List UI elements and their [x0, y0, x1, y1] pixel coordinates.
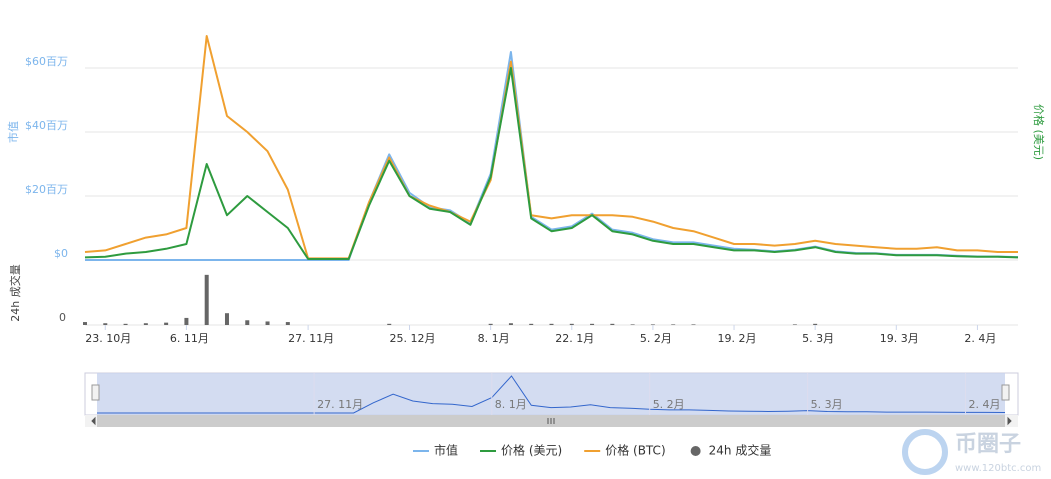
watermark-logo	[902, 429, 948, 475]
y-tick-label: $40百万	[25, 119, 68, 132]
navigator-label: 8. 1月	[495, 398, 527, 411]
volume-bar	[549, 323, 554, 325]
y-axis-title: 市值	[6, 121, 20, 143]
volume-bar	[650, 324, 655, 325]
volume-bar	[387, 323, 392, 325]
volume-bar	[508, 323, 513, 325]
navigator-label: 2. 4月	[969, 398, 1001, 411]
volume-bar	[103, 323, 108, 325]
navigator-label: 27. 11月	[317, 398, 363, 411]
legend-item[interactable]: 价格 (BTC)	[584, 443, 666, 458]
volume-tick-label: 0	[59, 311, 66, 324]
x-tick-label: 5. 2月	[640, 332, 672, 345]
series-line	[85, 51, 1019, 261]
volume-bar	[265, 321, 270, 325]
x-tick-label: 8. 1月	[478, 332, 510, 345]
x-tick-label: 6. 11月	[170, 332, 209, 345]
x-tick-label: 25. 12月	[390, 332, 436, 345]
navigator-handle[interactable]	[1001, 384, 1010, 401]
legend-label: 市值	[434, 443, 458, 458]
volume-bar	[164, 322, 169, 325]
navigator-window[interactable]	[97, 373, 1005, 415]
volume-bar	[569, 323, 574, 325]
volume-bar	[224, 313, 229, 325]
navigator-handle[interactable]	[91, 384, 100, 401]
watermark: 币圈子 www.120btc.com	[902, 429, 1041, 475]
legend-label: 24h 成交量	[709, 443, 772, 458]
y-tick-label: $0	[54, 247, 68, 260]
x-tick-label: 19. 2月	[718, 332, 757, 345]
x-tick-label: 19. 3月	[880, 332, 919, 345]
watermark-url: www.120btc.com	[955, 463, 1041, 474]
watermark-title: 币圈子	[955, 432, 1021, 457]
series-line	[84, 35, 1018, 260]
volume-bar	[204, 274, 209, 325]
volume-bar	[123, 323, 128, 325]
volume-bar	[285, 322, 290, 325]
volume-bar	[143, 323, 148, 325]
volume-bar	[184, 317, 189, 325]
volume-bar	[245, 320, 250, 325]
volume-bar	[813, 323, 818, 325]
legend-item[interactable]: 市值	[413, 443, 458, 458]
x-tick-label: 23. 10月	[85, 332, 131, 345]
y-tick-label: $60百万	[25, 55, 68, 68]
volume-bar	[590, 323, 595, 325]
x-tick-label: 5. 3月	[802, 332, 834, 345]
navigator-label: 5. 2月	[653, 398, 685, 411]
legend: 市值 价格 (美元) 价格 (BTC) 24h 成交量	[413, 443, 771, 458]
volume-bar	[671, 324, 676, 325]
y2-axis-title: 价格 (美元)	[1032, 104, 1046, 160]
legend-label: 价格 (BTC)	[605, 443, 665, 458]
volume-bar	[610, 323, 615, 325]
legend-item[interactable]: 24h 成交量	[690, 443, 772, 458]
x-tick-label: 2. 4月	[964, 332, 996, 345]
navigator-label: 5. 3月	[811, 398, 843, 411]
y-tick-label: $20百万	[25, 183, 68, 196]
volume-bar	[488, 323, 493, 325]
series-line	[84, 67, 1019, 260]
volume-bar	[529, 323, 534, 325]
legend-swatch	[690, 446, 701, 456]
legend-item[interactable]: 价格 (美元)	[480, 443, 562, 458]
legend-label: 价格 (美元)	[501, 443, 562, 458]
volume-bar	[630, 324, 635, 325]
x-tick-label: 27. 11月	[288, 332, 334, 345]
x-tick-label: 22. 1月	[555, 332, 594, 345]
volume-bar	[792, 324, 797, 325]
volume-axis-title: 24h 成交量	[8, 264, 22, 321]
volume-bar	[83, 322, 87, 325]
navigator-line	[97, 375, 1006, 414]
scrollbar-arrows	[91, 416, 1012, 426]
volume-bar	[691, 324, 696, 325]
